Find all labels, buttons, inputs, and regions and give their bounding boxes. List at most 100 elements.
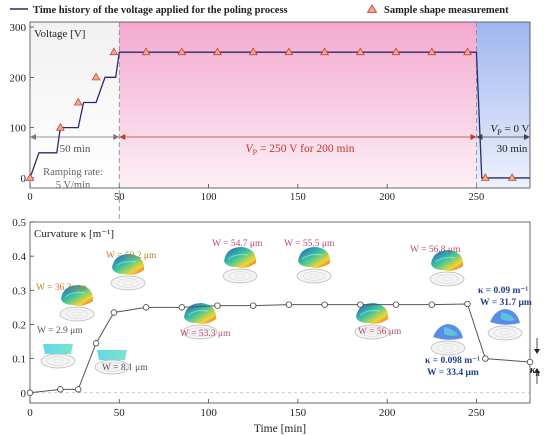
curvature-ytick-label: 0.5 bbox=[12, 217, 26, 229]
shape-base-disc bbox=[429, 271, 465, 287]
measurement-marker bbox=[320, 47, 330, 56]
width-annotations: W = 2.9 μm W = 8.1 μm W = 36.3 μm W = 50… bbox=[36, 239, 532, 378]
curvature-point bbox=[392, 301, 400, 308]
off-phase-sub: P bbox=[497, 128, 502, 137]
shape-base-ring-inner bbox=[194, 329, 206, 335]
voltage-ylabel: Voltage [V] bbox=[34, 28, 85, 40]
curvature-point bbox=[110, 309, 118, 316]
voltage-ytick-label: 300 bbox=[10, 22, 27, 34]
legend-marker-icon bbox=[366, 4, 378, 13]
shape-base-disc bbox=[296, 268, 332, 284]
time-xlabel: Time [min] bbox=[254, 423, 306, 435]
legend-marker-label: Sample shape measurement bbox=[384, 5, 509, 16]
curvature-point bbox=[92, 340, 100, 347]
anno-w-2-9: W = 2.9 μm bbox=[37, 326, 83, 336]
shape-base-disc bbox=[40, 353, 76, 369]
sample-shape-thumbnail bbox=[354, 303, 390, 340]
curvature-panel: 0 0.1 0.2 0.3 0.4 0.5 0 50 100 150 200 250 Curvatur… bbox=[12, 217, 540, 435]
measurement-marker bbox=[55, 122, 65, 131]
measurement-marker bbox=[463, 47, 472, 56]
ramp-phase-arrow-right-head bbox=[113, 134, 120, 140]
shape-surface-sheen bbox=[227, 253, 249, 260]
curvature-point bbox=[250, 302, 257, 309]
sample-shape-thumbnail bbox=[110, 254, 146, 291]
shape-surface-flat bbox=[43, 344, 73, 354]
curvature-ytick-label: 0.3 bbox=[12, 285, 26, 297]
shape-base-ring bbox=[436, 343, 460, 353]
curvature-ytick-label: 0.4 bbox=[12, 251, 26, 263]
off-phase-arrow-right-head bbox=[524, 134, 530, 140]
hold-phase-arrow-left-head bbox=[119, 134, 126, 140]
off-phase-rest: = 0 V bbox=[502, 123, 530, 135]
voltage-xtick-label: 150 bbox=[290, 192, 306, 203]
shape-surface-sheen bbox=[434, 256, 456, 263]
curvature-point bbox=[464, 300, 471, 308]
measurement-marker bbox=[109, 47, 119, 56]
shape-base-ring-inner bbox=[366, 329, 378, 335]
legend-voltage-label: Time history of the voltage applied for … bbox=[33, 5, 288, 16]
sample-shape-thumbnail bbox=[296, 247, 332, 284]
ramp-note-label: Ramping rate: bbox=[43, 167, 103, 178]
shape-base-disc bbox=[430, 340, 466, 356]
shape-surface-sheen bbox=[64, 291, 86, 298]
shape-base-ring-inner bbox=[499, 330, 511, 336]
shape-surface-curved bbox=[356, 303, 389, 324]
measurement-marker bbox=[91, 72, 101, 81]
shape-base-disc bbox=[110, 275, 146, 291]
voltage-ytick-label: 100 bbox=[10, 123, 27, 135]
sample-shape-thumbnail bbox=[429, 250, 465, 287]
ramp-duration-label: 50 min bbox=[60, 143, 91, 155]
kr-label: κR bbox=[530, 365, 540, 378]
curvature-ytick-label: 0 bbox=[21, 388, 27, 400]
voltage-panel: 0 100 200 300 0 50 100 150 200 250 Voltage [V] 50… bbox=[10, 21, 531, 403]
anno-k-0-098: κ = 0.098 m⁻¹ bbox=[425, 356, 480, 366]
curvature-xtick-label: 50 bbox=[114, 407, 126, 419]
voltage-xtick-label: 100 bbox=[201, 192, 217, 203]
anno-k-0-09: κ = 0.09 m⁻¹ bbox=[478, 286, 528, 296]
shape-base-ring bbox=[435, 274, 459, 284]
measurement-marker bbox=[25, 173, 35, 181]
anno-w-36-3: W = 36.3 μm bbox=[36, 283, 87, 293]
kr-arrowhead-top bbox=[534, 349, 540, 354]
anno-w-31-7: W = 31.7 μm bbox=[480, 298, 532, 308]
measurement-marker bbox=[73, 97, 83, 106]
voltage-plot-frame bbox=[29, 21, 531, 189]
shape-base-disc bbox=[182, 324, 218, 340]
measurement-marker bbox=[391, 47, 401, 56]
shape-surface-highlight bbox=[444, 327, 458, 336]
shape-base-ring bbox=[65, 309, 89, 319]
shape-surface-curved bbox=[298, 247, 331, 268]
shape-base-ring-inner bbox=[71, 311, 83, 317]
shape-surface-highlight bbox=[501, 312, 515, 321]
curvature-ytick-label: 0.1 bbox=[12, 354, 26, 366]
off-duration-label: 30 min bbox=[497, 143, 528, 155]
hold-phase-region bbox=[119, 22, 477, 188]
curvature-point bbox=[357, 301, 364, 308]
sample-shape-thumbnail bbox=[182, 303, 218, 340]
anno-w-33-4: W = 33.4 μm bbox=[427, 368, 479, 378]
shape-base-ring bbox=[302, 271, 326, 281]
curvature-point bbox=[482, 355, 489, 362]
shape-base-ring-inner bbox=[234, 273, 246, 279]
measurement-marker bbox=[141, 47, 151, 56]
sample-shape-thumbnail bbox=[222, 247, 258, 284]
curvature-point bbox=[214, 302, 221, 309]
measurement-marker bbox=[213, 47, 222, 56]
kr-label-sub: R bbox=[534, 370, 540, 378]
sample-shape-thumbnail bbox=[487, 309, 523, 341]
hold-phase-sub: P bbox=[253, 148, 258, 157]
measurement-marker bbox=[355, 47, 365, 56]
shape-surface-curved bbox=[431, 250, 464, 271]
measurement-marker bbox=[248, 47, 258, 56]
voltage-ytick-label: 0 bbox=[21, 173, 27, 185]
curvature-xtick-label: 200 bbox=[379, 407, 396, 419]
voltage-xtick-label: 200 bbox=[379, 192, 395, 203]
shape-surface-sheen bbox=[359, 309, 381, 316]
legend: Time history of the voltage applied for … bbox=[10, 4, 509, 16]
hold-phase-arrow-right-head bbox=[470, 134, 477, 140]
curvature-xtick-label: 250 bbox=[468, 407, 485, 419]
shape-base-ring-inner bbox=[308, 273, 320, 279]
shape-base-ring bbox=[116, 278, 140, 288]
anno-w-50-2: W = 50.2 μm bbox=[106, 251, 157, 261]
